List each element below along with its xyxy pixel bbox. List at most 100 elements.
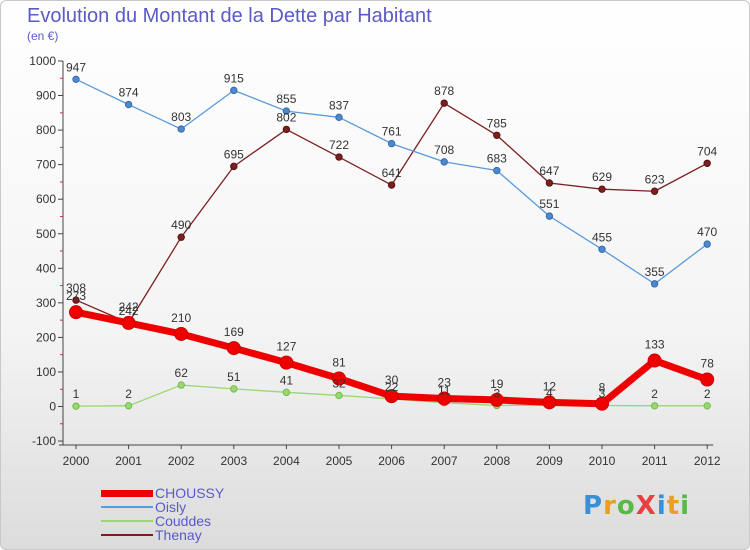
data-label-couddes: 41 xyxy=(280,373,294,387)
data-label-thenay: 242 xyxy=(119,304,139,318)
data-label-oisly: 855 xyxy=(276,92,296,106)
data-point-thenay xyxy=(440,99,448,107)
legend-label-couddes: Couddes xyxy=(155,513,212,529)
data-point-thenay xyxy=(230,162,238,171)
data-label-oisly: 803 xyxy=(171,110,191,124)
data-label-thenay: 623 xyxy=(645,172,665,186)
legend-swatch-couddes xyxy=(101,520,153,522)
data-label-oisly: 915 xyxy=(224,71,244,85)
x-tick-label: 2008 xyxy=(483,454,510,468)
data-label-choussy: 8 xyxy=(599,381,606,395)
data-point-choussy xyxy=(700,372,715,387)
data-point-oisly xyxy=(440,158,448,166)
data-point-oisly xyxy=(335,113,343,122)
y-tick-label: 500 xyxy=(36,227,56,241)
data-label-thenay: 695 xyxy=(224,147,244,161)
data-label-choussy: 133 xyxy=(645,338,665,352)
data-label-couddes: 3 xyxy=(493,386,500,400)
data-label-oisly: 761 xyxy=(382,125,402,139)
data-point-thenay xyxy=(650,187,659,195)
data-point-couddes xyxy=(335,391,343,400)
data-label-choussy: 19 xyxy=(490,377,504,391)
data-point-couddes xyxy=(703,402,711,410)
data-label-couddes: 22 xyxy=(385,380,399,394)
data-label-thenay: 308 xyxy=(66,281,86,295)
x-tick-label: 2011 xyxy=(642,454,668,468)
x-tick-label: 2003 xyxy=(220,454,247,468)
data-label-choussy: 242 xyxy=(119,300,139,314)
data-point-choussy xyxy=(174,326,189,341)
data-label-oisly: 455 xyxy=(592,230,612,244)
data-point-oisly xyxy=(703,240,711,248)
x-tick-label: 2007 xyxy=(431,454,458,468)
data-label-thenay: 647 xyxy=(539,164,559,178)
data-point-choussy xyxy=(384,389,399,404)
data-point-thenay xyxy=(493,131,501,139)
data-label-choussy: 12 xyxy=(543,379,557,393)
data-label-choussy: 169 xyxy=(224,325,244,339)
data-label-oisly: 874 xyxy=(119,86,139,100)
y-tick-label: 100 xyxy=(36,365,56,379)
legend-label-thenay: Thenay xyxy=(155,527,202,543)
logo-letter: t xyxy=(666,491,681,521)
data-label-couddes: 62 xyxy=(175,366,189,380)
data-point-thenay xyxy=(335,153,343,161)
logo-letter: r xyxy=(603,491,617,521)
y-tick-label: 900 xyxy=(36,89,56,103)
data-label-couddes: 2 xyxy=(651,387,658,401)
x-tick-label: 2000 xyxy=(63,454,90,468)
legend-label-oisly: Oisly xyxy=(155,499,187,515)
data-label-choussy: 23 xyxy=(438,376,452,390)
data-point-choussy xyxy=(647,353,662,368)
data-label-thenay: 802 xyxy=(276,110,296,124)
data-label-choussy: 273 xyxy=(66,289,86,303)
chart-title: Evolution du Montant de la Dette par Hab… xyxy=(27,5,432,27)
data-label-oisly: 837 xyxy=(329,98,349,112)
data-label-couddes: 2 xyxy=(125,387,132,401)
data-point-thenay xyxy=(177,233,185,241)
data-point-oisly xyxy=(545,212,554,220)
logo-letter: P xyxy=(583,491,604,521)
logo-letter: o xyxy=(616,491,636,521)
y-tick-label: 400 xyxy=(36,261,56,275)
data-point-oisly xyxy=(177,125,185,133)
data-label-couddes: 1 xyxy=(73,387,80,401)
data-point-thenay xyxy=(703,159,711,167)
data-label-couddes: 2 xyxy=(704,387,711,401)
y-tick-label: 200 xyxy=(36,330,56,344)
x-tick-label: 2009 xyxy=(536,454,563,468)
data-label-oisly: 708 xyxy=(434,143,454,157)
data-point-couddes xyxy=(230,385,238,393)
data-point-choussy xyxy=(226,341,241,356)
data-label-thenay: 878 xyxy=(434,84,454,98)
data-point-couddes xyxy=(124,402,133,410)
data-label-oisly: 355 xyxy=(645,265,665,279)
legend-swatch-choussy xyxy=(101,489,153,497)
data-point-oisly xyxy=(230,86,238,95)
data-label-thenay: 722 xyxy=(329,138,349,152)
data-label-couddes: 51 xyxy=(227,370,241,384)
data-point-oisly xyxy=(282,107,291,115)
data-label-thenay: 629 xyxy=(592,170,612,184)
x-tick-label: 2001 xyxy=(115,454,142,468)
legend-swatch-thenay xyxy=(101,534,153,536)
y-tick-label: 800 xyxy=(36,123,56,137)
x-tick-label: 2004 xyxy=(273,454,300,468)
logo-letter: i xyxy=(680,491,691,521)
y-tick-label: 1000 xyxy=(29,54,56,68)
data-point-choussy xyxy=(332,371,346,386)
data-label-oisly: 551 xyxy=(539,197,559,211)
legend-label-choussy: CHOUSSY xyxy=(155,485,225,501)
y-tick-label: 600 xyxy=(36,192,56,206)
data-point-couddes xyxy=(650,402,659,410)
data-point-choussy xyxy=(542,395,557,410)
x-tick-label: 2002 xyxy=(168,454,195,468)
data-label-choussy: 127 xyxy=(276,340,296,354)
data-label-thenay: 704 xyxy=(697,144,717,158)
data-point-oisly xyxy=(598,245,606,253)
y-tick-label: -100 xyxy=(32,434,56,448)
data-point-choussy xyxy=(489,392,504,407)
data-point-couddes xyxy=(72,402,80,410)
